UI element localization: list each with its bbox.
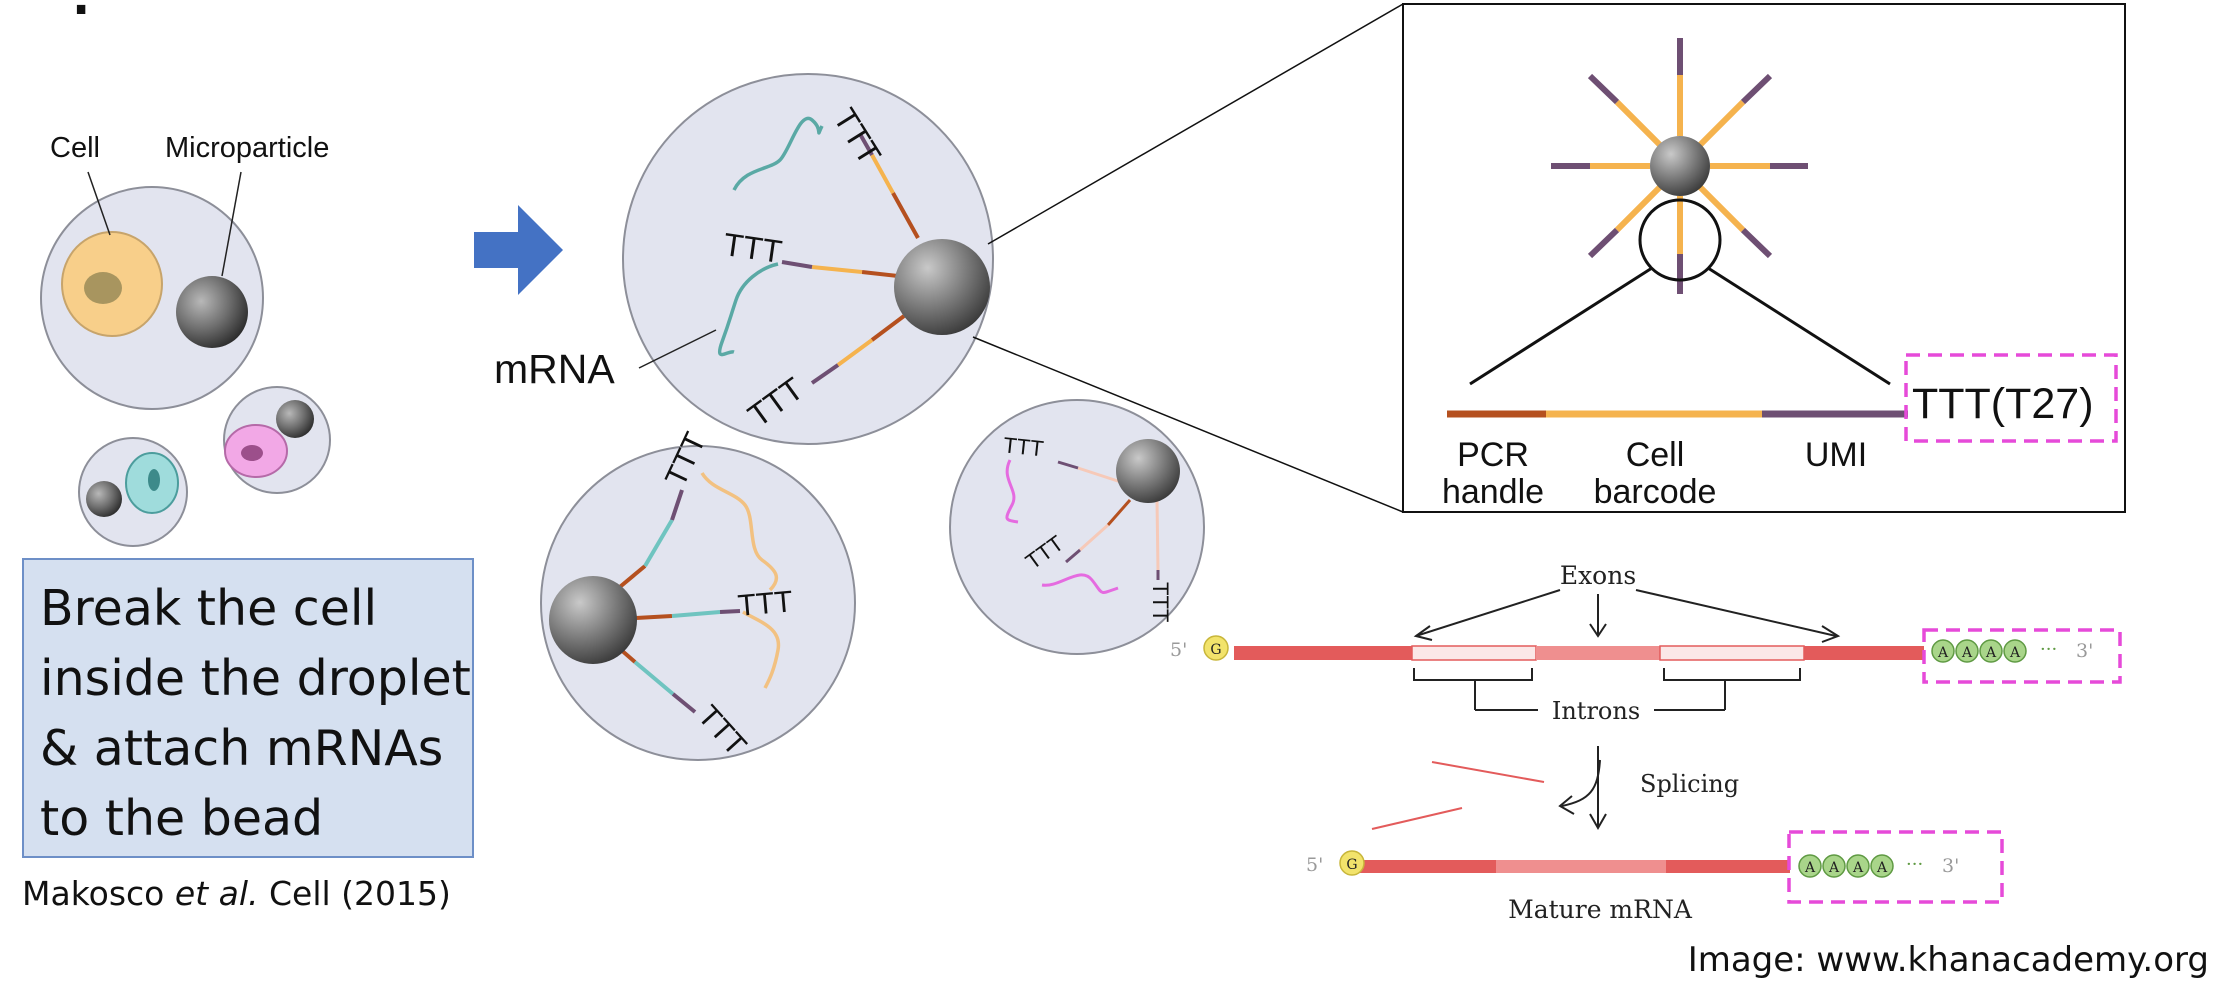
mrna-strand-2: [717, 262, 779, 357]
exon-1: [1234, 646, 1412, 660]
bead-structure-inset: [1402, 3, 2126, 513]
five-prime-label-1: 5': [1170, 639, 1187, 661]
process-arrow: [474, 205, 563, 295]
droplet-large-left: [40, 186, 264, 410]
droplet-right: [949, 399, 1205, 655]
exon-3: [1804, 646, 1924, 660]
citation-etal: et al.: [174, 874, 259, 913]
droplet-small-2: [223, 386, 331, 494]
caption-line-2: inside the droplet: [40, 650, 471, 707]
pcr-handle-label-1: PCR: [1457, 436, 1529, 474]
polya-a-4: A: [2009, 645, 2021, 661]
polya-b-2: A: [1828, 860, 1840, 876]
splicing-label: Splicing: [1640, 770, 1739, 798]
polyt-highlight-box: [1904, 353, 2118, 443]
zoom-line-bottom: [972, 336, 1404, 513]
umi-label: UMI: [1805, 436, 1867, 474]
microparticle-pointer: [221, 171, 242, 277]
droplet-center: [622, 73, 994, 445]
polya-b-1: A: [1804, 860, 1816, 876]
cell-barcode-label-2: barcode: [1594, 473, 1717, 511]
five-prime-label-2: 5': [1306, 854, 1323, 876]
title-fragment: .: [72, 0, 90, 26]
image-credit: Image: www.khanacademy.org: [1687, 940, 2209, 980]
cell-label: Cell: [50, 132, 100, 164]
cell-pointer: [87, 171, 111, 236]
three-prime-label-1: 3': [2076, 640, 2093, 662]
mrna-pointer: [638, 329, 717, 369]
ttt-right-1: TTT: [1002, 432, 1045, 461]
ttt-center-2: TTT: [721, 226, 784, 270]
polya-highlight-box-2: [1787, 830, 2004, 904]
polya-a-2: A: [1961, 645, 1973, 661]
cell-nucleus: [84, 272, 122, 304]
zoom-circle: [1638, 198, 1722, 282]
polya-b-4: A: [1876, 860, 1888, 876]
polyt-label: TTT(T27): [1912, 380, 2094, 428]
mrna-label: mRNA: [494, 346, 615, 392]
polya-ellipsis-2: ···: [1906, 854, 1923, 875]
cell-barcode-label-1: Cell: [1626, 436, 1685, 474]
mature-mrna-label: Mature mRNA: [1508, 895, 1693, 924]
caption-line-4: to the bead: [40, 790, 324, 847]
intron-1: [1411, 645, 1537, 661]
polya-a-3: A: [1985, 645, 1997, 661]
citation-journal: Cell (2015): [268, 874, 451, 913]
cap-label-1: G: [1210, 642, 1221, 658]
splicing-diagram: [1203, 589, 2122, 904]
bead-center: [894, 239, 990, 335]
caption-line-3: & attach mRNAs: [40, 720, 444, 777]
citation: Makosco et al. Cell (2015): [22, 874, 451, 913]
mrna-strand-1: [732, 116, 824, 191]
microparticle-bead: [176, 276, 248, 348]
polya-b-3: A: [1852, 860, 1864, 876]
microparticle-label: Microparticle: [165, 132, 329, 164]
polya-ellipsis-1: ···: [2040, 639, 2057, 660]
caption-line-1: Break the cell: [40, 580, 378, 637]
zoom-line-top: [987, 3, 1404, 245]
caption-box: Break the cell inside the droplet & atta…: [22, 558, 474, 858]
ttt-right-3: TTT: [1148, 582, 1173, 622]
droplet-small-1: [78, 437, 188, 547]
introns-label: Introns: [1552, 697, 1640, 725]
cap-icon: [1203, 635, 1229, 661]
intron-2: [1659, 645, 1805, 661]
three-prime-label-2: 3': [1942, 855, 1959, 877]
exons-label: Exons: [1560, 561, 1636, 590]
droplet-lower-left: [540, 445, 856, 761]
citation-authors: Makosco: [22, 874, 165, 913]
cap-label-2: G: [1346, 857, 1357, 873]
pcr-handle-label-2: handle: [1442, 473, 1544, 511]
polya-highlight-box-1: [1922, 628, 2122, 684]
polya-a-1: A: [1937, 645, 1949, 661]
ttt-lower-2: TTT: [737, 585, 795, 623]
exon-2: [1536, 646, 1660, 660]
